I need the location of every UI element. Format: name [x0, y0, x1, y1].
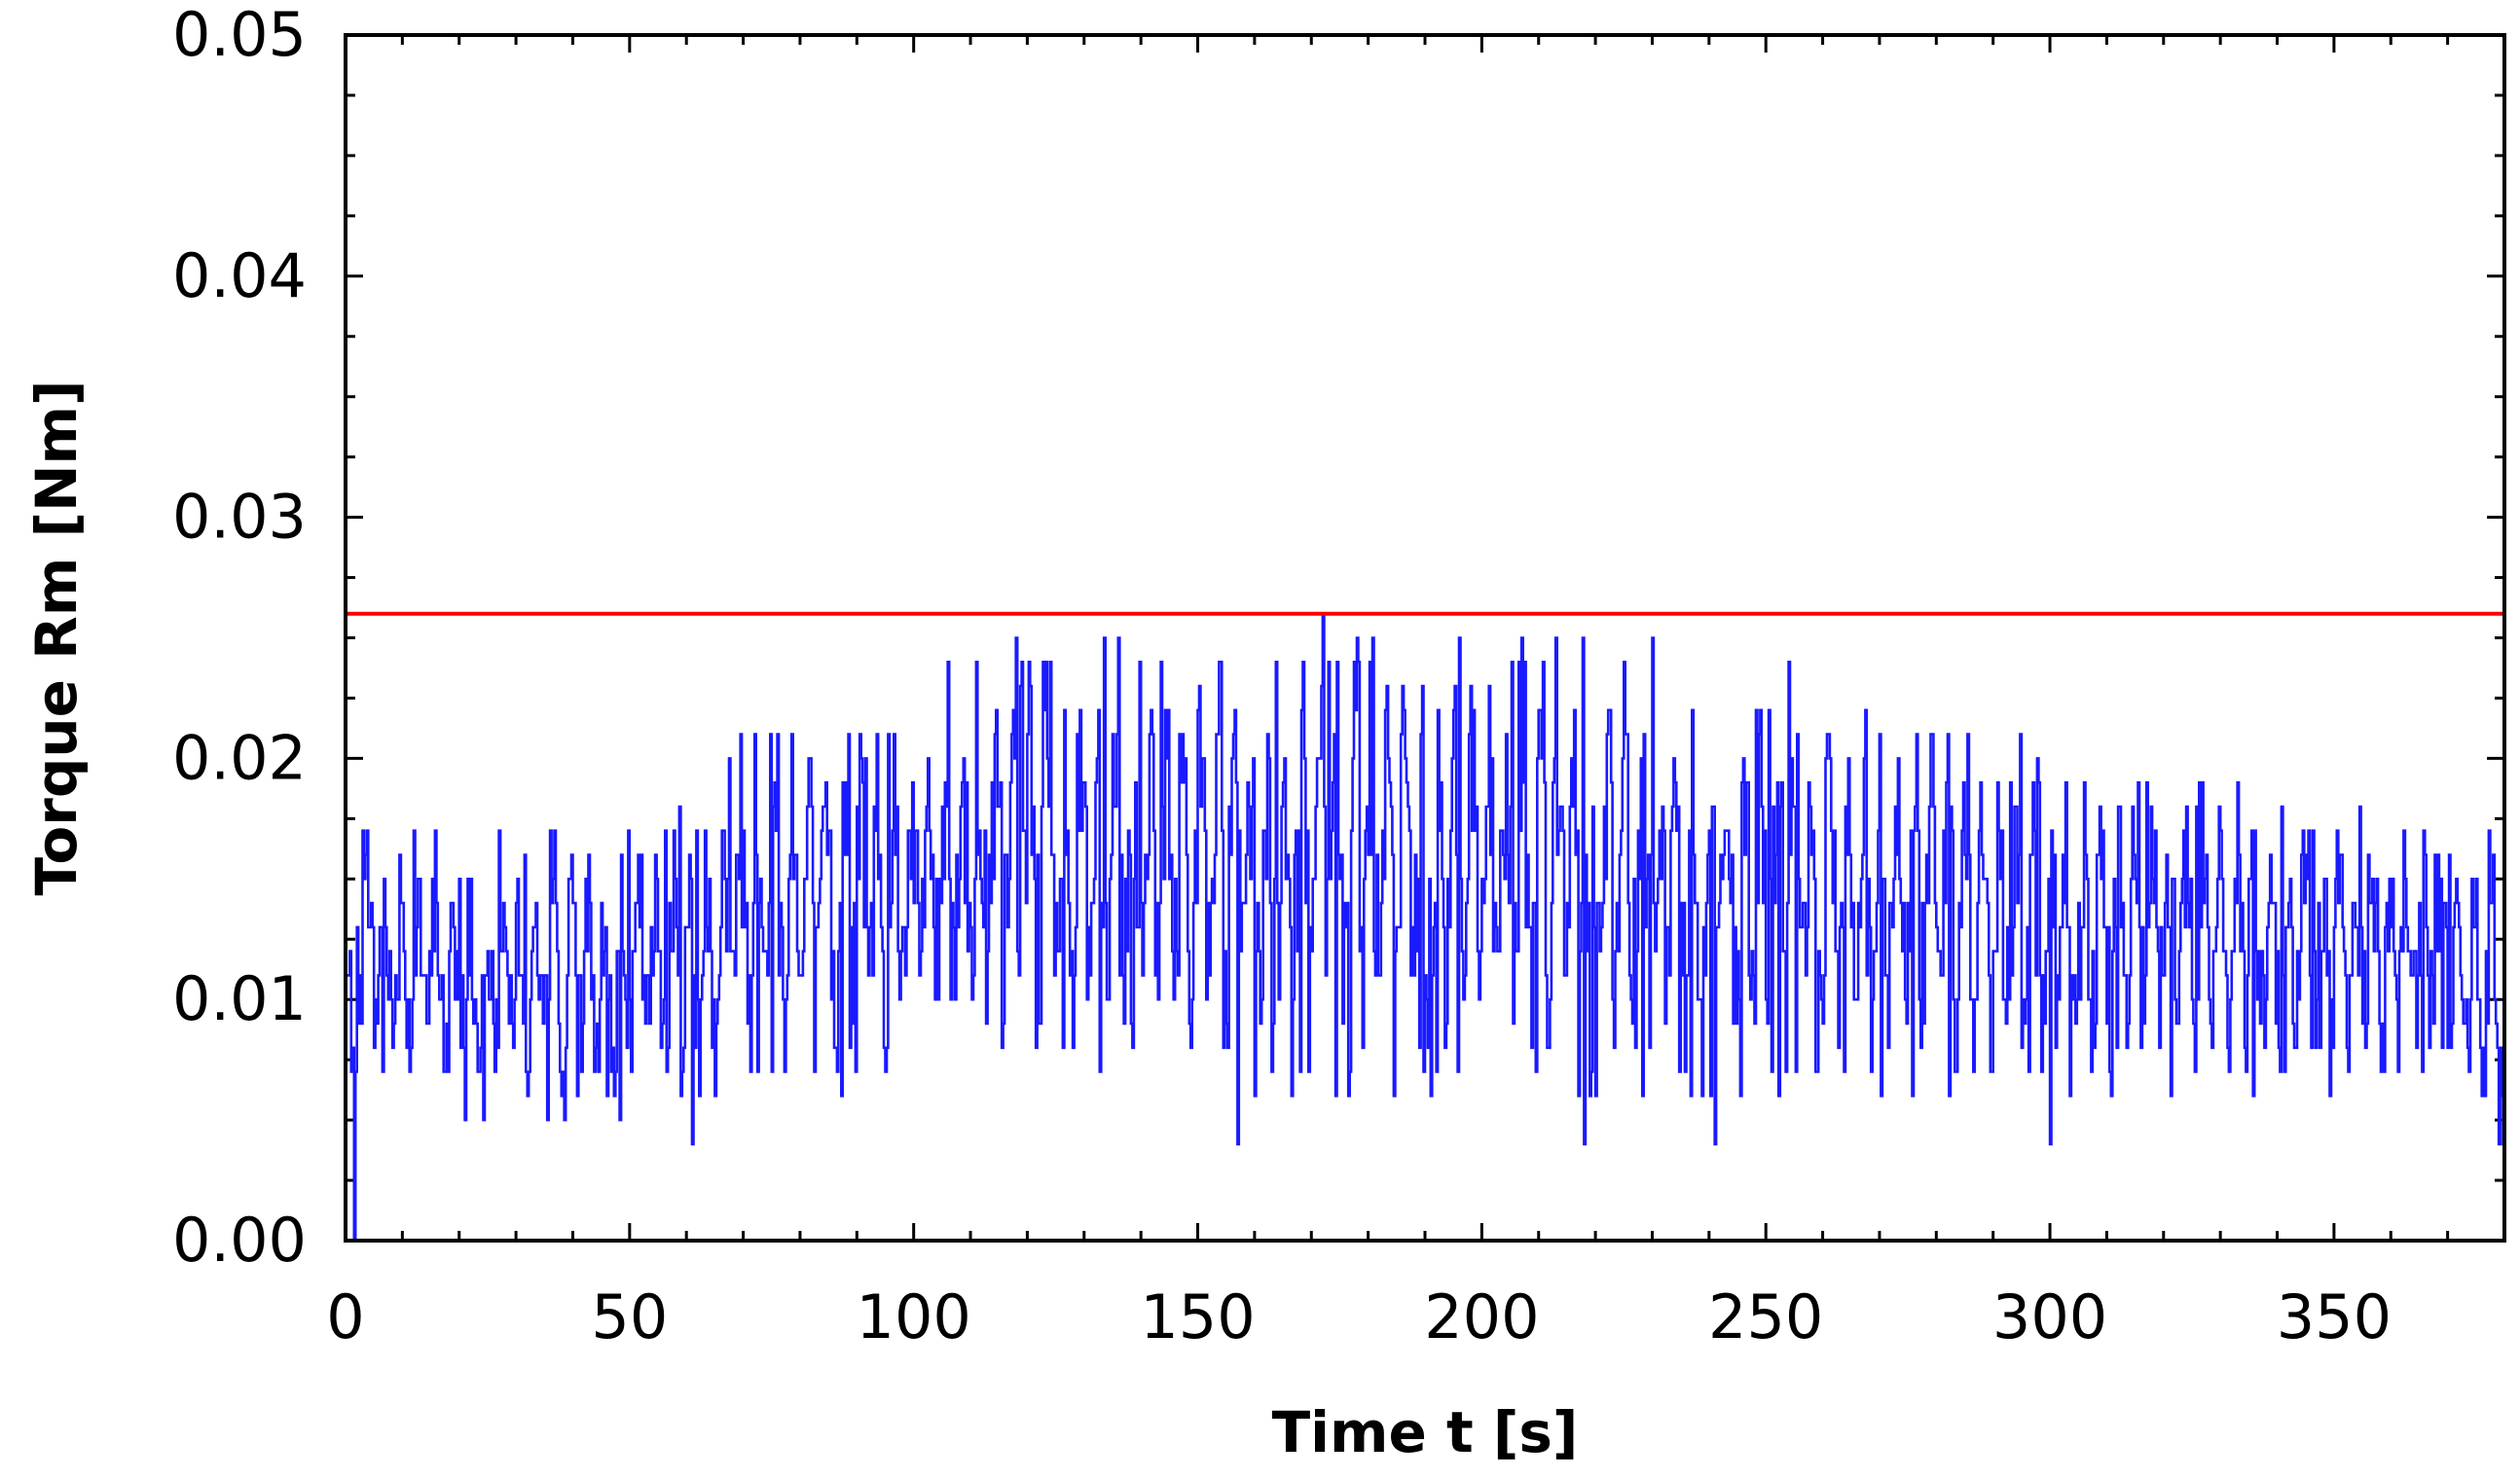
tick-labels: 0 50 100 150 200 250 300 350 0.00 0.01 0.02 0.03 0.0…	[172, 0, 2392, 1353]
x-tick-label: 250	[1708, 1281, 1823, 1353]
x-tick-label: 300	[1992, 1281, 2107, 1353]
x-tick-label: 0	[326, 1281, 364, 1353]
y-tick-label: 0.00	[172, 1205, 307, 1276]
y-tick-label: 0.03	[172, 482, 307, 553]
y-tick-label: 0.04	[172, 240, 307, 311]
x-tick-label: 100	[857, 1281, 971, 1353]
y-tick-label: 0.02	[172, 722, 307, 793]
y-axis-title: Torque Rm [Nm]	[23, 380, 90, 896]
torque-series-line	[346, 612, 2506, 1243]
plot-frame	[344, 33, 2506, 1243]
x-tick-label: 50	[591, 1281, 668, 1353]
x-tick-label: 150	[1140, 1281, 1255, 1353]
series-layer	[346, 612, 2506, 1243]
x-axis-title: Time t [s]	[1272, 1399, 1579, 1465]
x-tick-label: 200	[1424, 1281, 1539, 1353]
y-tick-label: 0.05	[172, 0, 307, 70]
y-tick-label: 0.01	[172, 963, 307, 1034]
x-tick-label: 350	[2277, 1281, 2392, 1353]
